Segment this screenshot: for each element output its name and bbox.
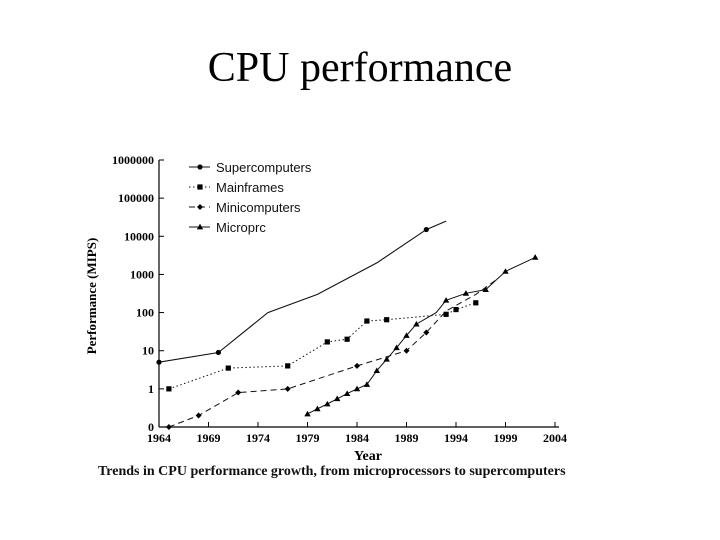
legend-label: Minicomputers [216, 200, 301, 215]
y-tick-label: 100 [136, 306, 154, 320]
point-marker [384, 317, 390, 323]
point-marker [423, 226, 429, 233]
point-marker [285, 363, 291, 369]
legend-box [186, 155, 332, 235]
x-tick-label: 1984 [345, 431, 369, 445]
point-marker [403, 332, 410, 338]
figure-caption: Trends in CPU performance growth, from m… [98, 464, 566, 479]
point-marker [156, 359, 162, 365]
point-marker [304, 410, 311, 417]
x-tick-label: 1979 [296, 431, 320, 445]
point-marker [314, 405, 321, 412]
x-tick-label: 1994 [444, 431, 468, 445]
series-3 [165, 279, 496, 430]
point-marker [532, 254, 539, 260]
point-marker [443, 311, 449, 317]
x-tick-label: 2004 [543, 431, 567, 445]
y-tick-label: 1 [148, 382, 154, 396]
x-tick-label: 1989 [395, 431, 419, 445]
point-marker [423, 329, 430, 336]
y-tick-label: 1000000 [112, 153, 154, 167]
point-marker [165, 424, 172, 430]
point-marker [482, 286, 489, 293]
point-marker [197, 204, 203, 210]
point-marker [343, 390, 351, 397]
point-marker [235, 389, 242, 396]
y-axis-label: Performance (MIPS) [84, 238, 99, 355]
series-line [158, 220, 447, 363]
y-tick-label: 0 [148, 420, 154, 434]
y-tick-label: 10 [142, 344, 154, 358]
point-marker [393, 344, 400, 351]
point-marker [353, 385, 361, 392]
point-marker [215, 349, 221, 356]
point-marker [364, 318, 370, 324]
point-marker [442, 297, 450, 303]
x-axis-label: Year [354, 449, 382, 464]
point-marker [473, 300, 479, 306]
point-marker [324, 339, 330, 345]
point-marker [502, 268, 509, 274]
point-marker [196, 223, 204, 230]
x-tick-label: 1974 [246, 431, 270, 445]
point-marker [197, 184, 203, 190]
legend-item: Supercomputers [189, 160, 312, 175]
point-marker [453, 306, 459, 313]
point-marker [413, 320, 420, 327]
point-marker [462, 290, 470, 296]
point-marker [383, 355, 390, 362]
legend-label: Microprc [216, 220, 266, 235]
x-tick-label: 1969 [197, 431, 221, 445]
chart-series [156, 220, 539, 430]
slide-title: CPU performance [207, 45, 513, 91]
y-tick-label: 10000 [124, 229, 154, 243]
legend-label: Mainframes [216, 180, 284, 195]
series-4 [304, 254, 539, 417]
point-marker [344, 336, 350, 342]
legend-label: Supercomputers [216, 160, 312, 175]
point-marker [197, 164, 203, 170]
chart-axes: 0 1 10 100 1000 10000 100000 1000000 1964 1969 197… [112, 153, 567, 445]
point-marker [324, 400, 331, 407]
point-marker [354, 362, 360, 369]
y-tick-label: 1000 [130, 267, 154, 281]
point-marker [334, 395, 341, 402]
chart-legend: Supercomputers Mainframes Minicomputers Mic… [186, 155, 332, 235]
series-1 [156, 220, 447, 365]
series-line [168, 279, 496, 428]
point-marker [403, 347, 410, 354]
series-2 [166, 300, 479, 392]
point-marker [284, 385, 291, 392]
legend-item: Mainframes [189, 180, 284, 195]
series-line [307, 256, 536, 415]
point-marker [225, 365, 231, 371]
x-tick-label: 1999 [494, 431, 518, 445]
legend-item: Minicomputers [189, 200, 301, 215]
series-line [168, 302, 476, 390]
legend-item: Microprc [189, 220, 266, 235]
point-marker [363, 381, 371, 387]
point-marker [373, 367, 380, 374]
point-marker [195, 412, 202, 419]
y-tick-label: 100000 [118, 191, 154, 205]
x-tick-label: 1964 [147, 431, 171, 445]
point-marker [166, 386, 172, 392]
